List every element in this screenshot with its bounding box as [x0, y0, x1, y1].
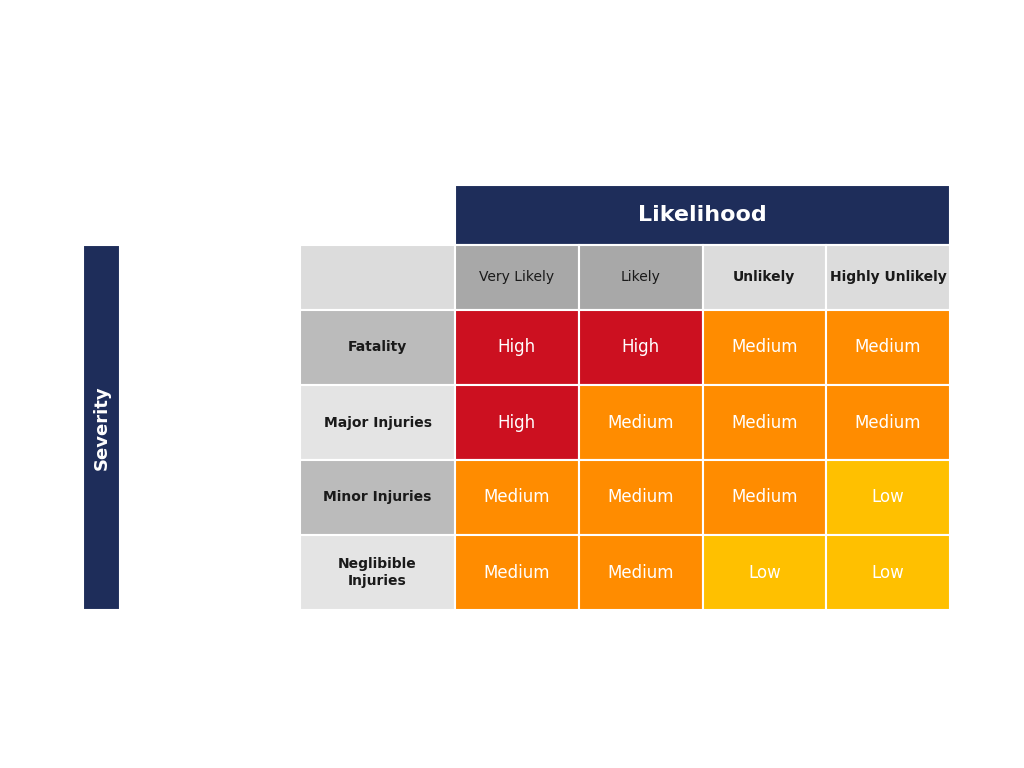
Text: High: High — [498, 339, 536, 356]
Text: Likely: Likely — [621, 270, 660, 284]
Text: Low: Low — [871, 488, 904, 507]
Text: Severity: Severity — [92, 386, 111, 470]
Text: Neglibible
Injuries: Neglibible Injuries — [338, 558, 417, 588]
Text: Low: Low — [748, 564, 780, 581]
Text: Medium: Medium — [607, 564, 674, 581]
Text: Medium: Medium — [607, 488, 674, 507]
Text: Unlikely: Unlikely — [733, 270, 796, 284]
Text: Low: Low — [871, 564, 904, 581]
Text: Medium: Medium — [607, 413, 674, 432]
Text: Medium: Medium — [731, 488, 798, 507]
Text: Very Likely: Very Likely — [479, 270, 554, 284]
Text: Medium: Medium — [483, 564, 550, 581]
Text: Medium: Medium — [855, 413, 922, 432]
Text: Highly Unlikely: Highly Unlikely — [829, 270, 946, 284]
Text: Medium: Medium — [731, 339, 798, 356]
Text: Medium: Medium — [483, 488, 550, 507]
Text: Medium: Medium — [731, 413, 798, 432]
Text: Medium: Medium — [855, 339, 922, 356]
Text: Fatality: Fatality — [348, 340, 408, 355]
Text: Minor Injuries: Minor Injuries — [324, 491, 432, 505]
Text: High: High — [498, 413, 536, 432]
Text: Major Injuries: Major Injuries — [324, 415, 431, 429]
Text: Likelihood: Likelihood — [638, 205, 767, 225]
Text: High: High — [622, 339, 659, 356]
